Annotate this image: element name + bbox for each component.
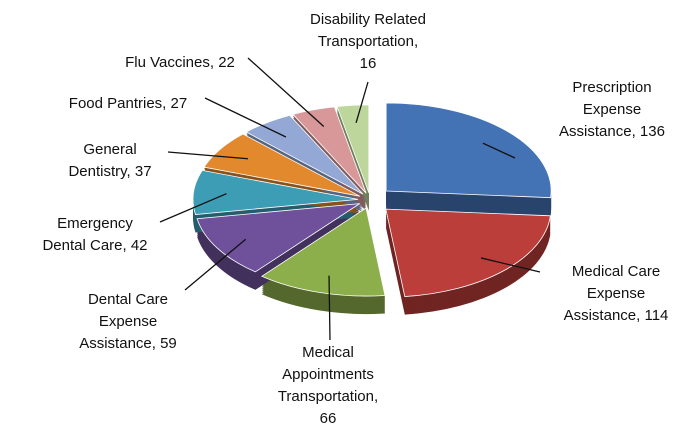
label-line: Expense: [99, 313, 157, 330]
slice-tops: [192, 102, 552, 297]
label-line: Appointments: [282, 366, 374, 383]
leader-line: [247, 57, 325, 127]
data-label: Disability Related Transportation, 16: [310, 11, 426, 72]
label-value: 136: [640, 123, 665, 140]
leader-line: [482, 142, 516, 159]
label-line: Assistance,: [79, 335, 160, 352]
label-value: 16: [360, 55, 377, 72]
leader-line: [355, 81, 369, 123]
slice: [203, 133, 361, 197]
label-line: Food Pantries,: [69, 95, 171, 112]
leader-line: [184, 238, 247, 291]
slice: [245, 114, 364, 195]
slice: [196, 203, 360, 273]
data-label: Flu Vaccines, 22: [125, 54, 235, 71]
label-line: Dental Care: [88, 291, 168, 308]
slice: [192, 169, 359, 215]
label-line: General: [83, 141, 136, 158]
slice: [336, 104, 370, 193]
data-label: Emergency Dental Care, 42: [42, 215, 147, 254]
slice: [385, 208, 551, 297]
data-label: Prescription Expense Assistance, 136: [559, 79, 665, 140]
label-line: Dentistry,: [68, 163, 134, 180]
label-line: Flu Vaccines,: [125, 54, 218, 71]
label-line: Medical: [302, 344, 354, 361]
label-line: Dental Care,: [42, 237, 130, 254]
label-value: 66: [320, 410, 337, 426]
leader-line: [480, 257, 541, 273]
label-line: Assistance,: [559, 123, 640, 140]
data-label: Dental Care Expense Assistance, 59: [79, 291, 177, 352]
label-line: Prescription: [572, 79, 651, 96]
label-value: 37: [135, 163, 152, 180]
leader-line: [204, 97, 287, 138]
slice: [292, 106, 367, 194]
data-label: Medical Appointments Transportation, 66: [278, 344, 378, 426]
leader-line: [159, 193, 227, 223]
label-line: Assistance,: [564, 307, 645, 324]
label-line: Transportation,: [278, 388, 378, 405]
leader-line: [167, 151, 249, 160]
label-value: 27: [171, 95, 188, 112]
data-label: General Dentistry, 37: [68, 141, 151, 180]
label-line: Disability Related: [310, 11, 426, 28]
label-line: Emergency: [57, 215, 133, 232]
slice: [385, 102, 552, 199]
data-label: Food Pantries, 27: [69, 95, 187, 112]
data-label: Medical Care Expense Assistance, 114: [564, 263, 669, 324]
leader-line: [328, 275, 331, 341]
slice: [260, 207, 386, 297]
label-value: 114: [644, 307, 668, 324]
label-value: 42: [131, 237, 148, 254]
label-line: Expense: [587, 285, 645, 302]
label-value: 59: [160, 335, 177, 352]
label-value: 22: [218, 54, 235, 71]
label-line: Expense: [583, 101, 641, 118]
label-line: Medical Care: [572, 263, 660, 280]
label-line: Transportation,: [318, 33, 418, 50]
